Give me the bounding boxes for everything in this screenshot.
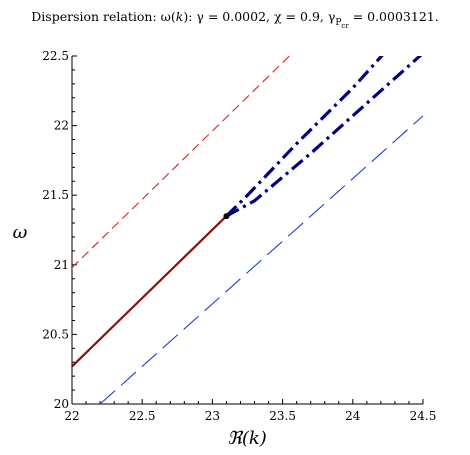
y-tick-label: 20.5 [42,327,69,341]
y-tick-label: 22 [54,119,69,133]
x-tick-label: 24 [345,409,361,423]
y-axis-label: ω [13,222,28,243]
x-tick-label: 24.5 [410,409,437,423]
branch-point-marker [223,213,230,220]
y-tick-label: 21.5 [42,188,69,202]
chart-title: Dispersion relation: ω(k): γ = 0.0002, χ… [31,9,439,30]
y-tick-label: 22.5 [42,49,69,63]
x-axis-label: ℜ(k) [227,428,267,449]
x-tick-label: 22.5 [129,409,156,423]
series-line-1 [72,56,291,268]
axes: 22 22.5 23 23.5 24 24.5 20 20.5 21 21.5 22 22.5 [42,49,436,423]
series-line-4 [225,56,384,218]
x-tick-label: 22 [64,409,79,423]
y-tick-label: 20 [54,397,69,411]
series-line-5 [225,56,423,218]
x-tick-label: 23.5 [269,409,296,423]
series-line-3 [72,215,228,368]
series-layer [72,56,423,404]
x-tick-label: 23 [205,409,220,423]
series-line-2 [99,115,423,404]
marker-layer [223,213,230,220]
y-tick-label: 21 [54,258,69,272]
